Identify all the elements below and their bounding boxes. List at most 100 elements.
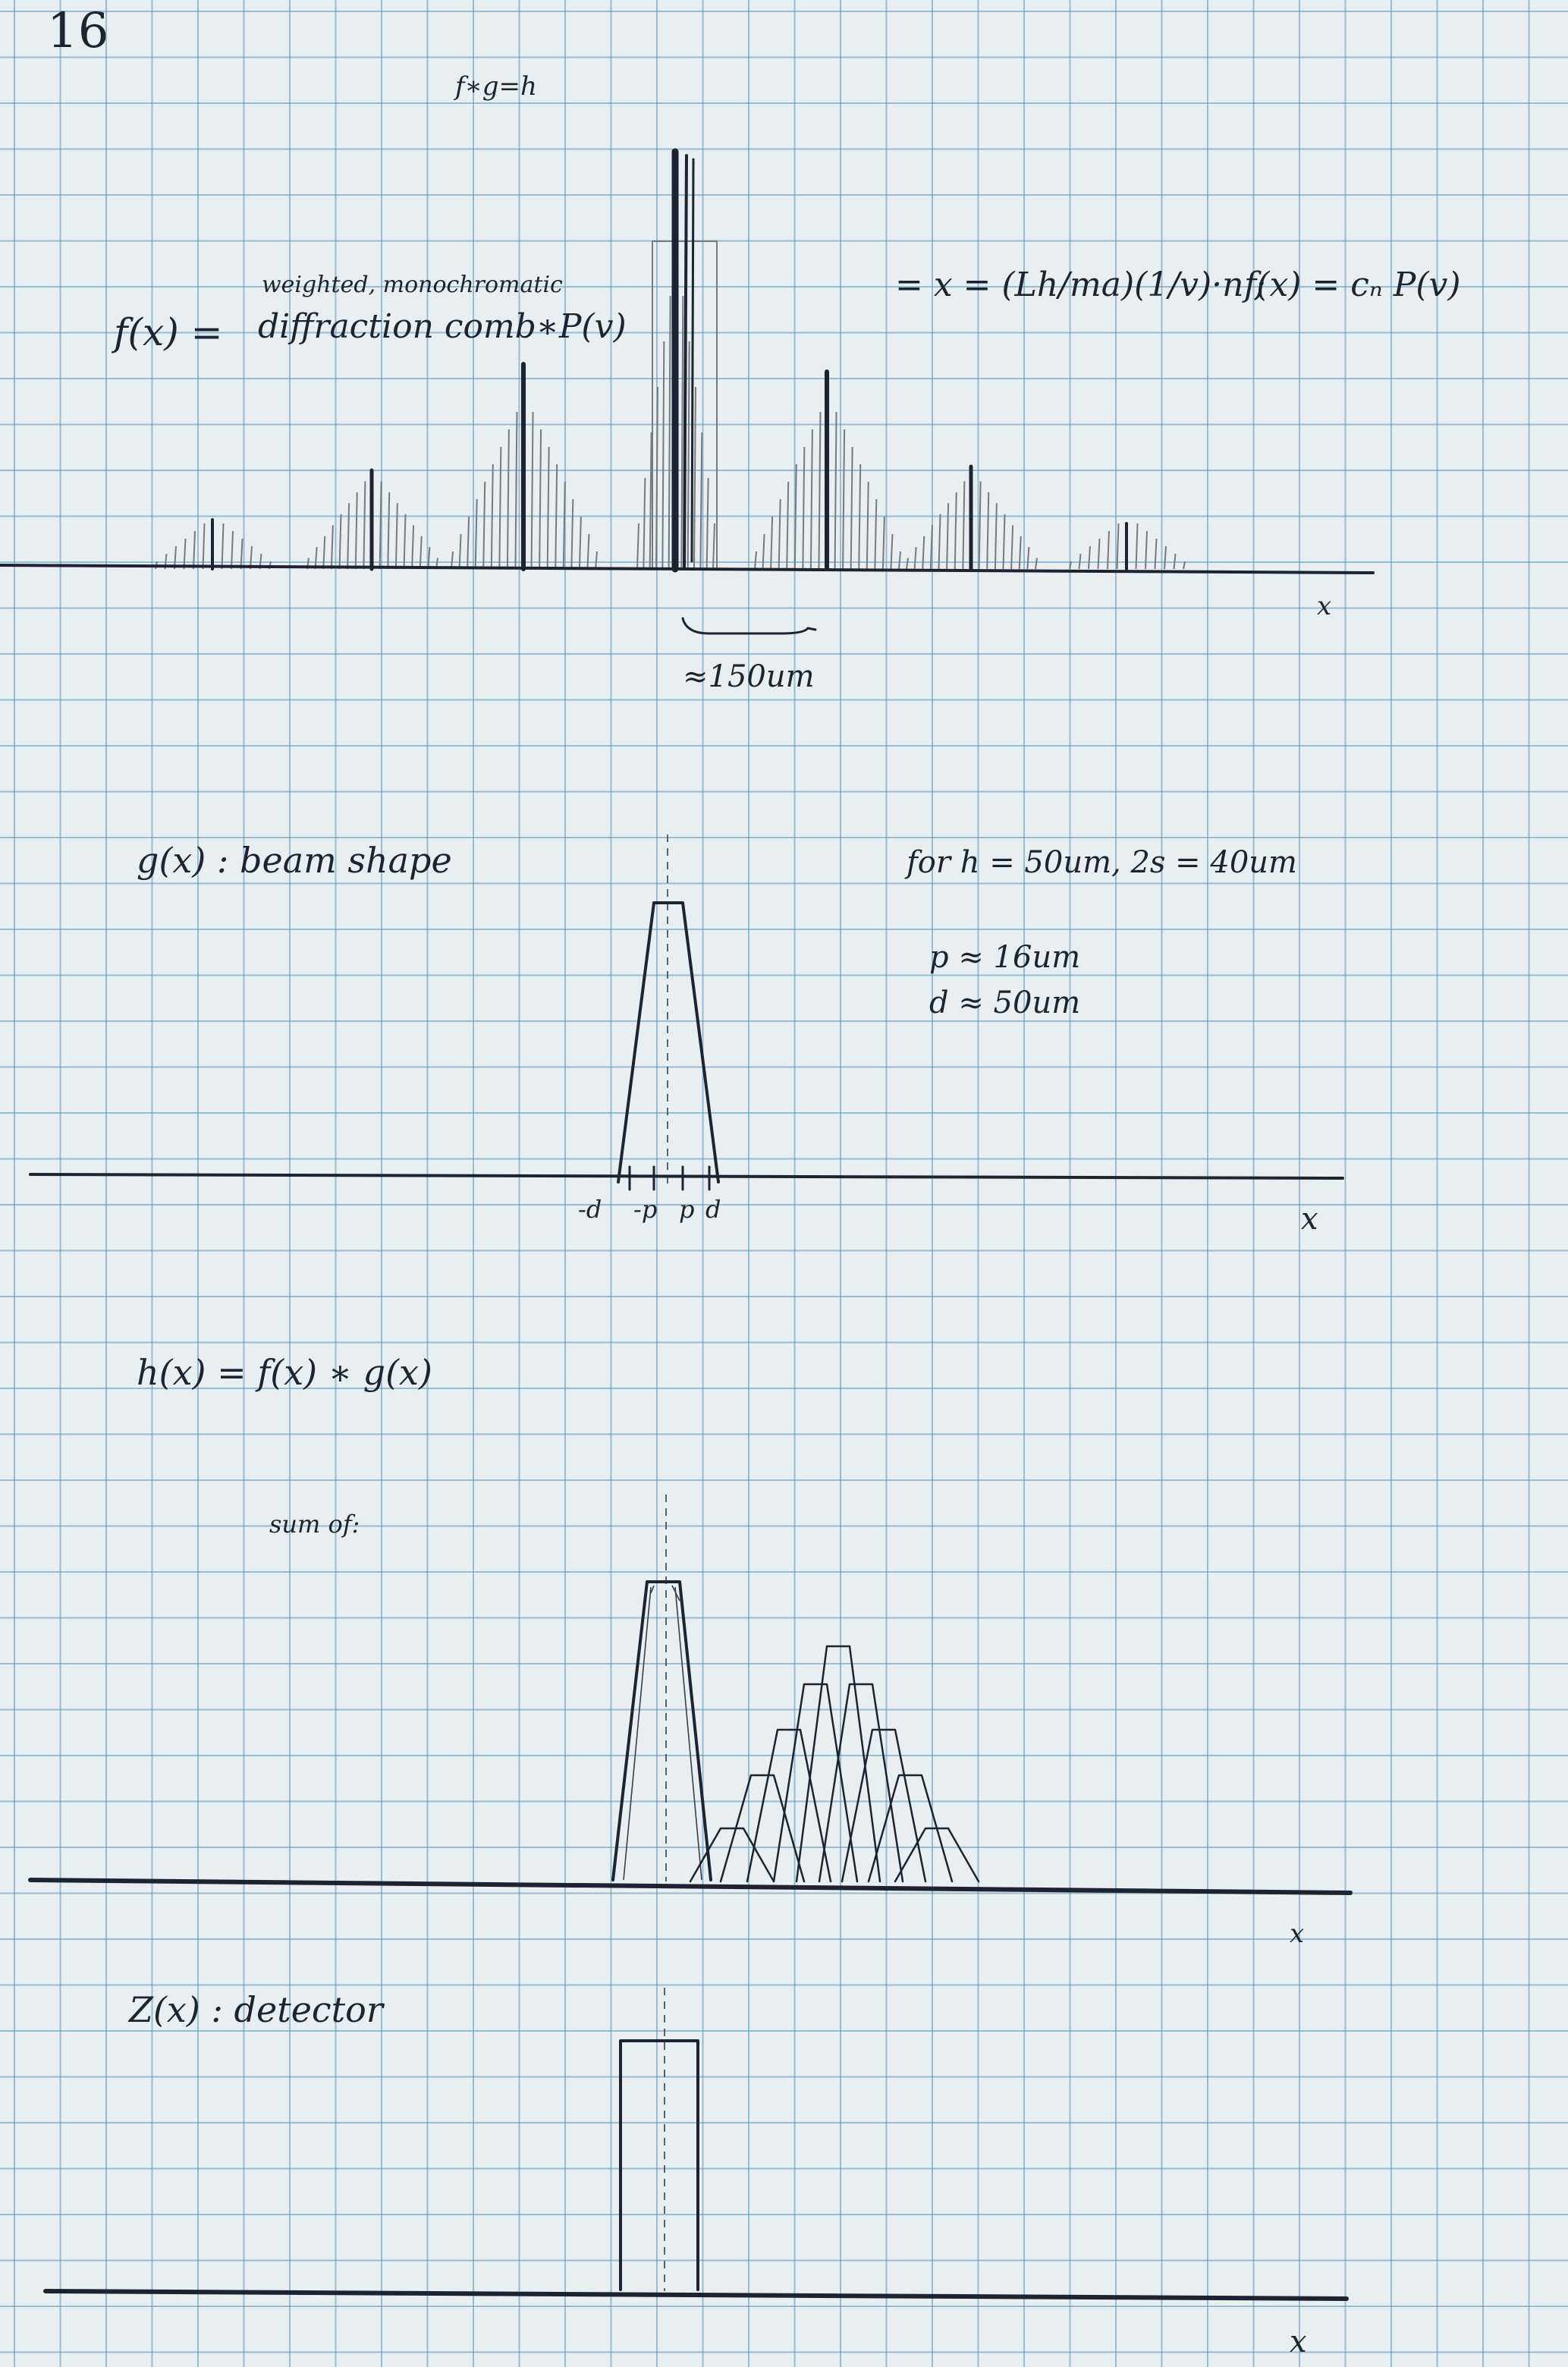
f-hatch-stroke — [978, 481, 982, 570]
f-hatch-stroke — [866, 481, 869, 570]
g-d-value: d ≈ 50um — [929, 985, 1080, 1020]
f-hatch-stroke — [922, 536, 925, 570]
f-hatch-stroke — [193, 530, 196, 570]
h-overlapping-trapezoids — [689, 1645, 980, 1883]
f-hatch-stroke — [778, 498, 781, 570]
f-hatch-stroke — [986, 492, 990, 570]
h-note: sum of: — [269, 1510, 360, 1539]
f-hatch-stroke — [1164, 545, 1167, 570]
g-axis-label: x — [1301, 1202, 1318, 1237]
f-hatch-stroke — [649, 432, 652, 570]
f-hatch-stroke — [818, 411, 822, 570]
f-hatch-stroke — [858, 464, 862, 570]
f-hatch-stroke — [338, 514, 342, 570]
panel-h: h(x) = f(x) ∗ g(x) sum of: x — [28, 1352, 1353, 1949]
f-hatch-stroke — [680, 295, 684, 570]
f-hatch-stroke — [802, 446, 806, 570]
f-hatch-stroke — [451, 551, 454, 570]
f-hatch-stroke — [754, 551, 757, 570]
f-hatch-stroke — [913, 547, 917, 570]
h-main-trapezoid-inner — [623, 1585, 702, 1881]
f-hatch-stroke — [874, 498, 878, 570]
f-hatch-stroke — [705, 477, 709, 570]
g-tick-p: p — [679, 1195, 694, 1224]
f-hatch-stroke — [643, 477, 646, 570]
f-hatch-stroke — [403, 514, 407, 570]
f-hatch-stroke — [530, 411, 534, 570]
f-hatch-stroke — [661, 341, 665, 570]
z-detector-rect — [619, 2039, 699, 2291]
f-hatch-stroke — [314, 547, 318, 570]
f-spacing-label: ≈150um — [683, 659, 815, 694]
h-shifted-trapezoid — [746, 1728, 832, 1883]
f-hatch-stroke — [546, 446, 550, 570]
f-formula-left: = x = (Lh/ma)(1/v)·n ; — [895, 266, 1265, 304]
f-label: f(x) = — [111, 310, 223, 354]
page-number: 16 — [47, 3, 108, 59]
f-hatch-stroke — [570, 498, 574, 570]
h-axis-label: x — [1290, 1919, 1304, 1949]
h-shifted-trapezoid — [894, 1827, 980, 1883]
f-hatch-stroke — [1078, 553, 1082, 570]
f-hatch-stroke — [474, 498, 478, 570]
h-axis-line — [28, 1878, 1353, 1895]
header-note: f∗g=h — [453, 71, 537, 102]
f-hatch-stroke — [354, 492, 358, 570]
f-hatch-stroke — [482, 481, 486, 570]
f-hatch-stroke — [1018, 536, 1022, 570]
panel-z: Z(x) : detector x — [43, 1988, 1349, 2359]
f-hatch-stroke — [946, 503, 950, 570]
z-axis-line — [43, 2289, 1349, 2301]
f-hatch-stroke — [363, 481, 366, 570]
f-hatch-stroke — [586, 533, 590, 570]
g-tick-minus-d: -d — [578, 1195, 602, 1224]
h-label: h(x) = f(x) ∗ g(x) — [137, 1352, 432, 1393]
f-hatch-stroke — [347, 503, 350, 570]
f-hatch-stroke — [1069, 561, 1072, 570]
f-hatch-stroke — [555, 464, 558, 570]
f-peak-line — [690, 158, 695, 563]
f-hatch-stroke — [330, 525, 334, 570]
f-hatch-stroke — [514, 411, 518, 570]
f-hatch-stroke — [490, 464, 494, 570]
f-hatch-stroke — [1088, 545, 1091, 570]
h-shifted-trapezoid — [841, 1728, 927, 1883]
f-hatch-stroke — [240, 538, 244, 570]
f-diffraction-peaks — [211, 148, 1128, 573]
f-hatch-stroke — [929, 525, 933, 570]
f-hatch-stroke — [394, 503, 398, 570]
f-hatch-stroke — [458, 533, 462, 570]
g-p-value: p ≈ 16um — [929, 940, 1080, 975]
f-hatch-stroke — [1035, 558, 1038, 570]
g-tick-marks — [628, 1165, 711, 1191]
g-beam-trapezoid — [617, 901, 720, 1184]
f-hatch-stroke — [850, 446, 853, 570]
f-hatch-stroke — [938, 514, 941, 570]
f-hatch-stroke — [834, 411, 837, 570]
f-hatch-stroke — [411, 525, 415, 570]
f-hatch-stroke — [1135, 523, 1139, 570]
f-axis-label: x — [1317, 591, 1331, 621]
f-hatch-stroke — [906, 558, 909, 570]
f-hatch-stroke — [595, 551, 598, 570]
f-hatch-stroke — [809, 429, 813, 570]
g-axis-line — [29, 1173, 1344, 1180]
f-hatch-stroke — [712, 523, 715, 570]
f-hatch-stroke — [202, 523, 206, 570]
f-hatch-stroke — [427, 547, 431, 570]
g-label: g(x) : beam shape — [137, 840, 452, 881]
h-shifted-trapezoid — [689, 1827, 775, 1883]
z-axis-label: x — [1290, 2325, 1307, 2359]
f-hatch-stroke — [322, 536, 326, 570]
f-hatch-stroke — [699, 432, 703, 570]
f-annotation-main: diffraction comb∗P(v) — [258, 307, 627, 346]
f-hatch-stroke — [881, 516, 885, 570]
f-hatch-stroke — [786, 481, 790, 570]
f-hatch-stroke — [578, 516, 582, 570]
f-hatch-stroke — [1173, 553, 1177, 570]
f-hatch-stroke — [221, 523, 225, 570]
f-hatch-stroke — [762, 533, 765, 570]
f-hatch-stroke — [898, 551, 901, 570]
f-hatch-stroke — [183, 538, 187, 570]
